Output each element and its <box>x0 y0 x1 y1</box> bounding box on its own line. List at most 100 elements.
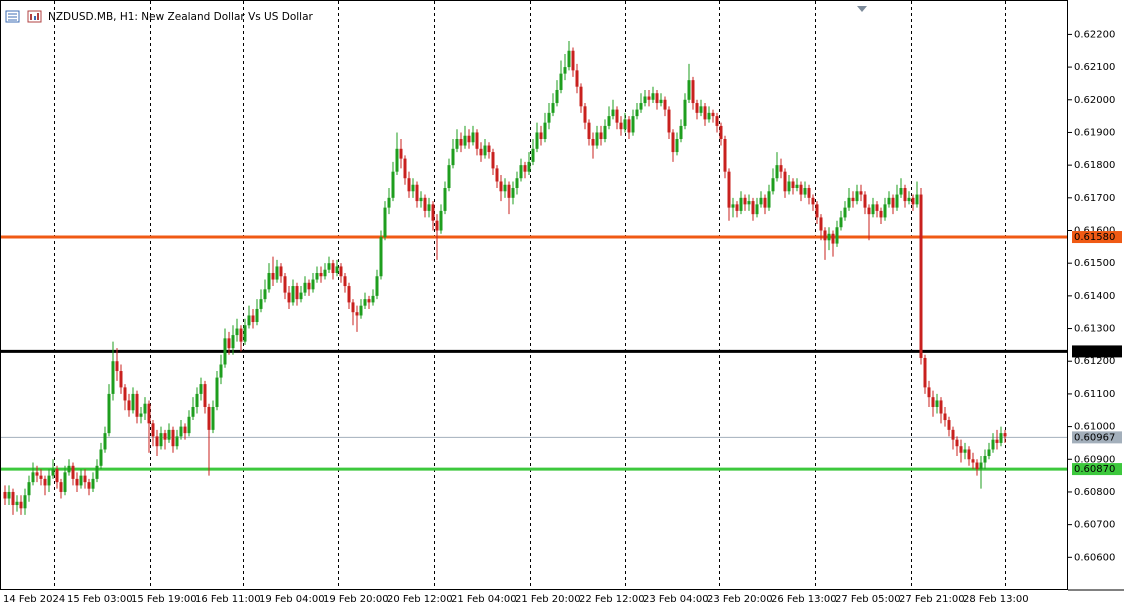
candle-body <box>535 132 539 149</box>
candle-body <box>411 184 415 192</box>
candle-body <box>427 204 431 211</box>
candle-body <box>955 439 959 447</box>
candle-body <box>187 416 191 434</box>
candle-body <box>495 168 499 182</box>
candle-body <box>271 272 275 280</box>
candle-body <box>147 403 151 424</box>
y-tick-label: 0.61600 <box>1074 226 1115 237</box>
candle-body <box>7 491 11 499</box>
candle-body <box>835 227 839 244</box>
x-tick-label: 19 Feb 04:00 <box>259 594 325 605</box>
candle-body <box>763 197 767 208</box>
candle-body <box>935 400 939 407</box>
candle-body <box>987 449 991 457</box>
candle-body <box>707 112 711 120</box>
candle-body <box>943 413 947 421</box>
candle-body <box>135 393 139 417</box>
candle-body <box>759 197 763 205</box>
candle-body <box>923 357 927 388</box>
x-tick-label: 21 Feb 04:00 <box>451 594 517 605</box>
candle-body <box>755 204 759 215</box>
candle-body <box>339 266 343 277</box>
candle-body <box>447 165 451 189</box>
candle-body <box>951 429 955 440</box>
candle-body <box>35 472 39 476</box>
y-tick-label: 0.61200 <box>1074 356 1115 367</box>
candle-body <box>327 263 331 270</box>
candle-body <box>787 181 791 192</box>
candle-body <box>83 475 87 483</box>
candle-body <box>867 207 871 215</box>
candle-body <box>567 50 571 68</box>
candle-body <box>211 406 215 430</box>
candle-body <box>131 393 135 411</box>
candle-body <box>683 99 687 126</box>
candle-body <box>99 449 103 466</box>
candle-body <box>947 420 951 430</box>
candle-body <box>183 426 187 434</box>
price-label: 0.60870 <box>1074 464 1115 475</box>
candle-body <box>63 472 67 492</box>
candle-body <box>975 462 979 470</box>
candle-body <box>735 204 739 211</box>
candle-body <box>679 125 683 139</box>
day-separators <box>54 1 1006 590</box>
candle-body <box>227 338 231 349</box>
candle-body <box>367 299 371 303</box>
candle-body <box>875 204 879 211</box>
candle-body <box>627 119 631 133</box>
candle-body <box>695 103 699 113</box>
candle-body <box>435 220 439 231</box>
candle-body <box>39 475 43 479</box>
candle-body <box>527 161 531 172</box>
candle-body <box>11 491 15 506</box>
candle-body <box>47 475 51 486</box>
candle-body <box>203 384 207 407</box>
candle-body <box>595 132 599 146</box>
candle-body <box>559 73 563 90</box>
candle-body <box>443 188 447 211</box>
candle-body <box>295 286 299 300</box>
candle-body <box>863 194 867 208</box>
candle-body <box>511 188 515 198</box>
candle-body <box>823 230 827 241</box>
candle-body <box>255 308 259 323</box>
candle-body <box>571 50 575 71</box>
price-label-box <box>1072 231 1122 244</box>
candle-body <box>119 371 123 388</box>
candle-body <box>115 361 119 372</box>
candle-body <box>811 197 815 205</box>
x-tick-label: 26 Feb 13:00 <box>771 594 837 605</box>
candle-body <box>799 184 803 195</box>
candle-body <box>455 138 459 149</box>
price-label: 0.61230 <box>1074 346 1115 357</box>
candle-body <box>59 482 63 492</box>
candle-body <box>371 295 375 303</box>
y-tick-label: 0.61900 <box>1074 127 1115 138</box>
x-tick-label: 23 Feb 04:00 <box>643 594 709 605</box>
candle-body <box>347 286 351 303</box>
candle-body <box>299 292 303 300</box>
candle-body <box>675 138 679 153</box>
candle-body <box>831 233 835 244</box>
candle-body <box>163 433 167 440</box>
candle-body <box>499 181 503 192</box>
candle-body <box>907 197 911 202</box>
candle-body <box>771 178 775 192</box>
candle-body <box>927 387 931 398</box>
candle-body <box>363 299 367 306</box>
chart-title: NZDUSD.MB, H1: New Zealand Dollar Vs US … <box>48 11 314 23</box>
candle-body <box>591 138 595 146</box>
candle-body <box>575 70 579 87</box>
candle-body <box>879 210 883 218</box>
candle-body <box>891 197 895 208</box>
candle-body <box>275 266 279 280</box>
candle-body <box>531 148 535 162</box>
candle-body <box>239 328 243 342</box>
candle-body <box>619 122 623 130</box>
candle-body <box>515 178 519 189</box>
candle-body <box>519 165 523 179</box>
candle-body <box>103 433 107 450</box>
candle-body <box>795 184 799 189</box>
